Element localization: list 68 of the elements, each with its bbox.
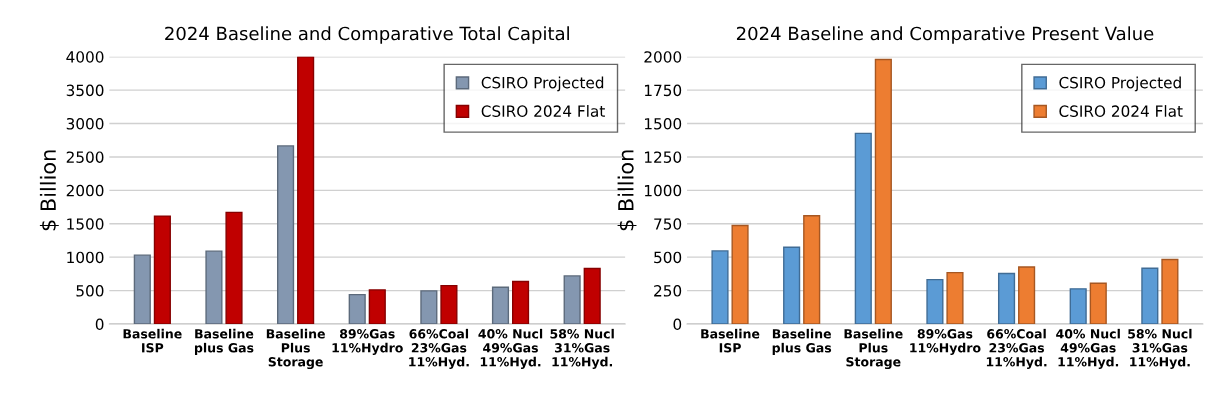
y-tick-label: 2500 [66, 151, 104, 163]
y-tick-label: 2000 [644, 51, 682, 63]
x-tick-label: 89%Gas 11%Hydro [332, 329, 403, 356]
legend-label: CSIRO 2024 Flat [1059, 105, 1183, 117]
bar [1069, 288, 1087, 324]
bar [297, 56, 315, 324]
bar [225, 211, 243, 324]
y-tick-label: 2000 [66, 184, 104, 197]
x-tick-label: 58% Nucl 31%Gas 11%Hyd. [550, 328, 614, 370]
y-tick-label: 4000 [66, 51, 104, 63]
y-axis-title: $ Billion [617, 150, 637, 231]
y-tick-label: 0 [95, 318, 104, 331]
y-tick-label: 3000 [66, 117, 104, 130]
bar [946, 271, 964, 324]
x-tick-label: Baseline Plus Storage [844, 328, 903, 370]
bar [583, 267, 601, 324]
y-axis-title: $ Billion [39, 150, 59, 231]
chart-title: 2024 Baseline and Comparative Present Value [736, 26, 1154, 44]
bar [731, 224, 749, 324]
bar [277, 145, 295, 324]
y-tick-label: 250 [654, 285, 682, 297]
y-tick-label: 0 [673, 318, 682, 331]
x-tick-label: Baseline plus Gas [772, 328, 832, 355]
x-tick-label: 40% Nucl 49%Gas 11%Hyd. [478, 328, 543, 370]
chart-title: 2024 Baseline and Comparative Total Capital [165, 26, 569, 44]
legend-label: CSIRO 2024 Flat [481, 105, 605, 117]
bar [1089, 282, 1107, 324]
x-tick-label: Baseline Plus Storage [266, 328, 325, 370]
y-tick-label: 1000 [67, 251, 104, 264]
bar [563, 275, 581, 324]
bar [420, 290, 438, 324]
x-tick-label: 58% Nucl 31%Gas 11%Hyd. [1128, 328, 1192, 370]
x-tick-label: Baseline ISP [123, 328, 182, 353]
y-tick-label: 1500 [644, 117, 682, 130]
x-tick-label: 66%Coal 23%Gas 11%Hyd. [986, 328, 1047, 370]
bar [926, 278, 944, 324]
bar [874, 58, 892, 324]
bar [1161, 258, 1179, 324]
legend-label: CSIRO Projected [481, 76, 604, 92]
bar [1141, 267, 1159, 324]
legend-label: CSIRO Projected [1059, 76, 1181, 92]
bar [368, 289, 386, 324]
bar [133, 254, 151, 324]
y-tick-label: 1000 [644, 184, 682, 197]
y-tick-label: 1750 [644, 84, 682, 97]
bar [854, 132, 872, 324]
x-tick-label: Baseline plus Gas [195, 328, 254, 355]
y-tick-label: 750 [654, 218, 682, 230]
bar [348, 293, 366, 324]
bar [511, 280, 530, 324]
y-tick-label: 1500 [67, 218, 104, 230]
y-tick-label: 500 [654, 251, 682, 264]
bar [711, 250, 729, 324]
bar [783, 246, 801, 324]
x-tick-label: 89%Gas 11%Hydro [910, 329, 981, 356]
bar [491, 286, 510, 324]
bar [153, 215, 171, 324]
y-tick-label: 1250 [644, 151, 682, 163]
bar [440, 284, 458, 324]
x-tick-label: 40% Nucl 49%Gas 11%Hyd. [1056, 328, 1120, 370]
bar [803, 215, 821, 324]
y-tick-label: 3500 [66, 84, 104, 97]
y-tick-label: 500 [76, 285, 104, 297]
x-tick-label: Baseline ISP [701, 328, 760, 353]
x-tick-label: 66%Coal 23%Gas 11%Hyd. [409, 328, 469, 370]
bar [205, 250, 223, 324]
bar [997, 272, 1016, 324]
bar [1018, 266, 1036, 324]
